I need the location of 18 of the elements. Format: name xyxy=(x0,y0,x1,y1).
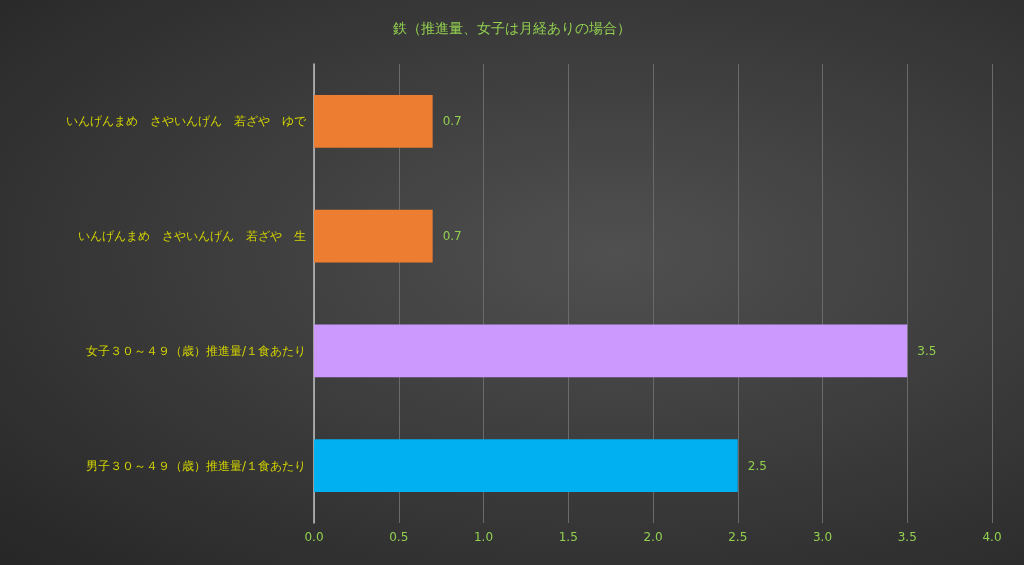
data-label: 0.7 xyxy=(442,229,462,244)
y-tick-label: 女子３０～４９（歳）推進量/１食あたり xyxy=(85,343,306,358)
x-tick-label: 3.0 xyxy=(812,530,833,544)
x-tick-label: 1.0 xyxy=(473,530,494,544)
data-label: 0.7 xyxy=(442,114,462,129)
x-tick-label: 3.5 xyxy=(897,530,917,544)
x-tick-label: 2.0 xyxy=(643,530,663,544)
y-tick-label: 男子３０～４９（歳）推進量/１食あたり xyxy=(85,458,306,473)
data-label: 2.5 xyxy=(747,458,767,473)
x-tick-label: 1.5 xyxy=(558,530,578,544)
chart-title: 鉄（推進量、女子は月経ありの場合） xyxy=(393,20,631,36)
x-tick-label: 0.0 xyxy=(304,530,324,544)
data-label: 3.5 xyxy=(917,343,937,358)
y-tick-label: いんげんまめ さやいんげん 若ざや 生 xyxy=(78,229,306,244)
y-tick-label: いんげんまめ さやいんげん 若ざや ゆで xyxy=(66,114,307,129)
x-tick-label: 0.5 xyxy=(389,530,409,544)
x-tick-label: 4.0 xyxy=(982,530,1002,544)
x-tick-label: 2.5 xyxy=(728,530,748,544)
